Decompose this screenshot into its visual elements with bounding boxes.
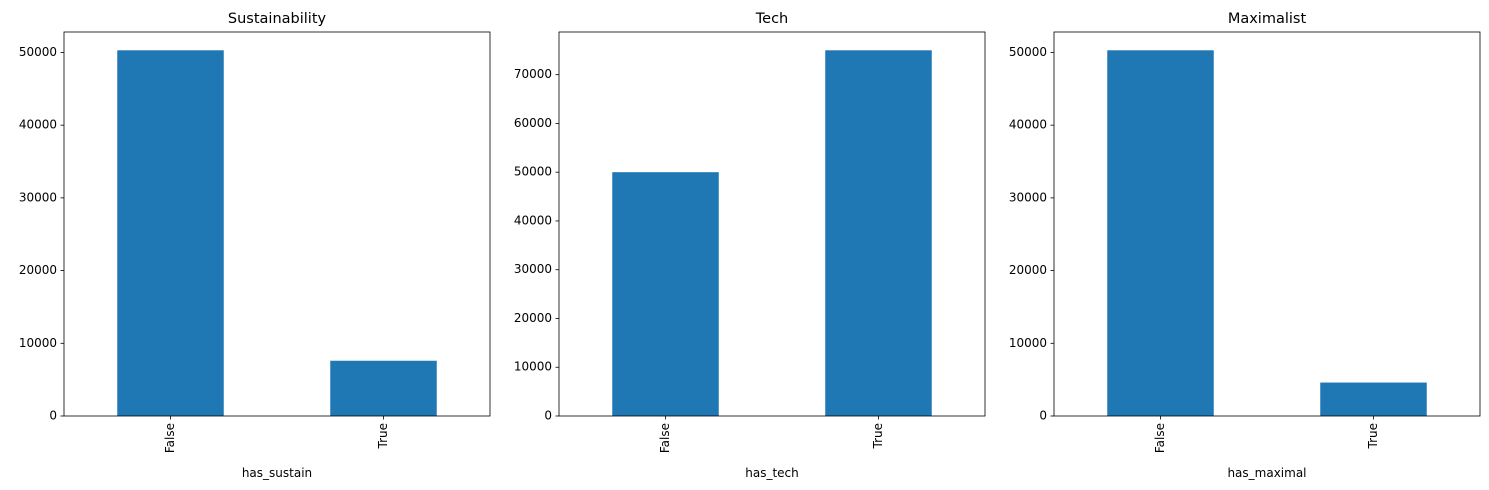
y-tick-label: 0: [1039, 409, 1047, 423]
bar-false: [117, 50, 224, 416]
x-axis-label: has_maximal: [1227, 466, 1306, 480]
y-tick-label: 50000: [514, 165, 552, 179]
y-tick-label: 20000: [19, 263, 57, 277]
y-tick-label: 40000: [1009, 118, 1047, 132]
subplot-sustainability: 0 10000 20000 30000 40000 50000 False True Susta…: [19, 11, 491, 480]
bar-false: [1107, 50, 1214, 416]
axes-frame: [63, 31, 491, 417]
y-tick-label: 20000: [514, 311, 552, 325]
bar-false: [612, 172, 719, 416]
y-tick-label: 30000: [19, 190, 57, 204]
y-tick-label: 70000: [514, 67, 552, 81]
axes-frame: [1053, 31, 1481, 417]
chart-title: Tech: [755, 11, 788, 27]
y-tick-label: 0: [49, 409, 57, 423]
y-tick-label: 20000: [1009, 263, 1047, 277]
y-tick-label: 60000: [514, 116, 552, 130]
x-axis-label: has_sustain: [242, 466, 312, 480]
bar-true: [1320, 382, 1427, 416]
y-tick-label: 10000: [19, 336, 57, 350]
subplot-maximalist: 0 10000 20000 30000 40000 50000 False True Maxim…: [1009, 11, 1481, 480]
x-tick-label: False: [1153, 423, 1167, 453]
y-tick-label: 40000: [514, 213, 552, 227]
y-tick-label: 50000: [1009, 45, 1047, 59]
x-tick-label: True: [871, 423, 885, 450]
chart-title: Sustainability: [228, 11, 327, 27]
x-tick-label: True: [1366, 423, 1380, 450]
y-tick-label: 10000: [1009, 336, 1047, 350]
y-tick-label: 30000: [1009, 190, 1047, 204]
y-tick-label: 30000: [514, 262, 552, 276]
x-axis-label: has_tech: [745, 466, 799, 480]
subplot-tech: 0 10000 20000 30000 40000 50000 60000 70000 Fals…: [514, 11, 986, 480]
y-tick-label: 40000: [19, 118, 57, 132]
x-tick-label: True: [376, 423, 390, 450]
chart-title: Maximalist: [1228, 11, 1307, 27]
x-tick-label: False: [658, 423, 672, 453]
y-tick-label: 0: [544, 409, 552, 423]
y-tick-label: 10000: [514, 360, 552, 374]
y-tick-label: 50000: [19, 45, 57, 59]
axes-frame: [558, 31, 986, 417]
bar-true: [825, 50, 932, 416]
x-tick-label: False: [163, 423, 177, 453]
bar-true: [330, 360, 437, 416]
